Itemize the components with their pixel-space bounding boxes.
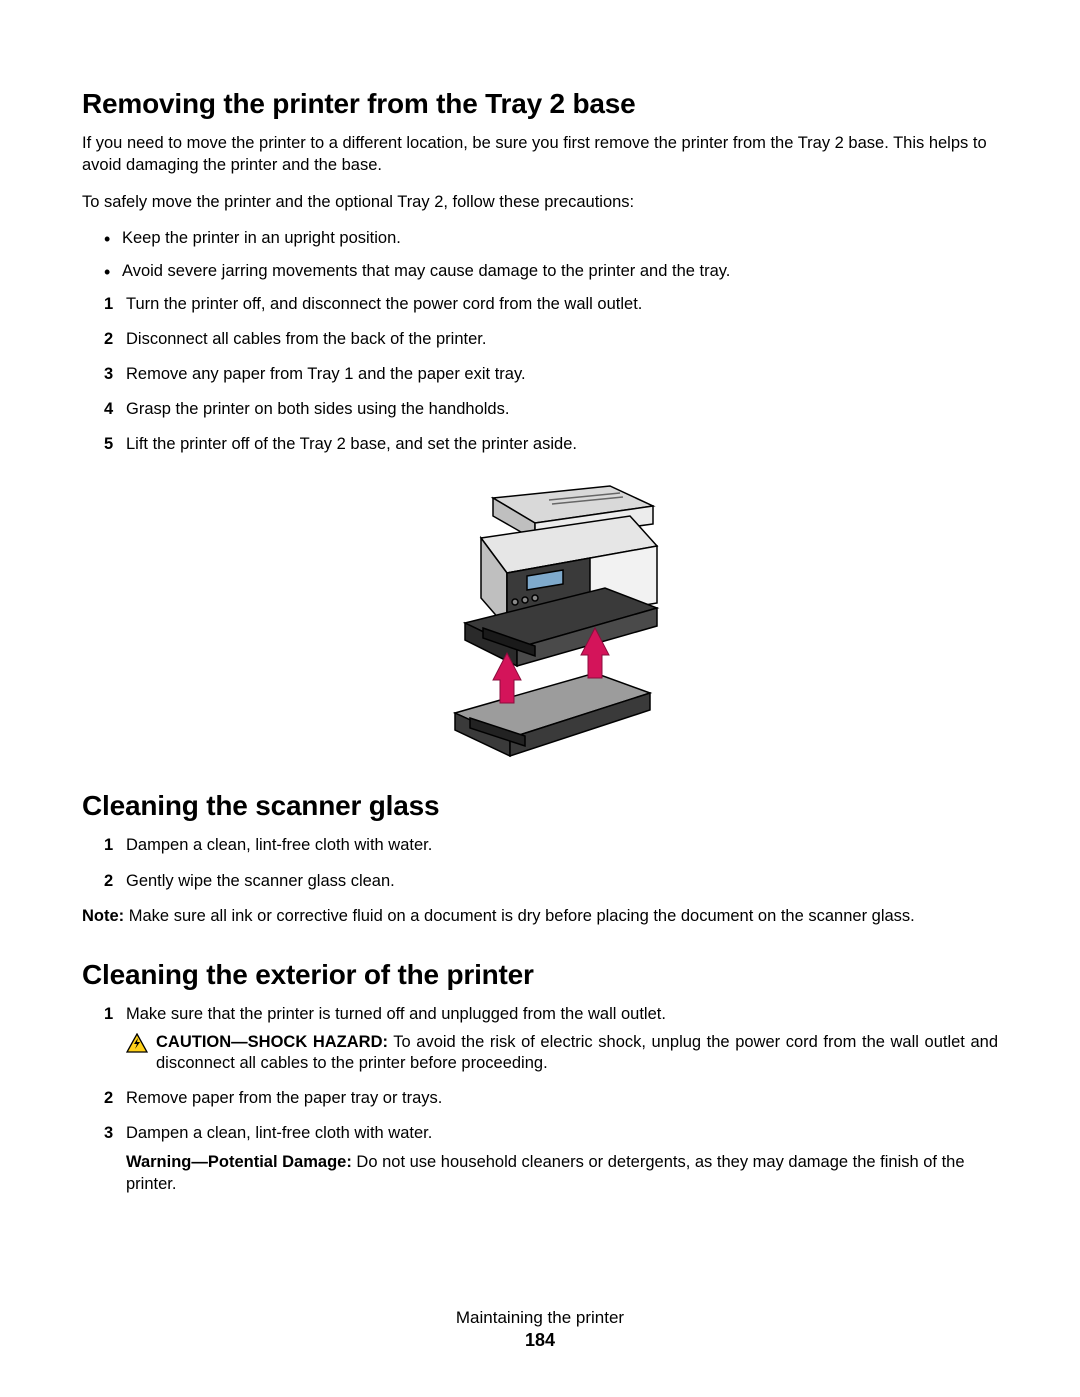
list-item: Keep the printer in an upright position. xyxy=(104,227,998,250)
printer-body-icon xyxy=(465,486,657,666)
list-item: Turn the printer off, and disconnect the… xyxy=(104,293,998,316)
caution-label: CAUTION—SHOCK HAZARD: xyxy=(156,1033,388,1051)
list-item: Avoid severe jarring movements that may … xyxy=(104,260,998,283)
list-item: Lift the printer off of the Tray 2 base,… xyxy=(104,433,998,456)
section1-bullets: Keep the printer in an upright position.… xyxy=(104,227,998,283)
step-text: Make sure that the printer is turned off… xyxy=(126,1005,666,1023)
note-label: Note: xyxy=(82,907,124,925)
section3-heading: Cleaning the exterior of the printer xyxy=(82,959,998,991)
list-item: Disconnect all cables from the back of t… xyxy=(104,328,998,351)
list-item: Remove paper from the paper tray or tray… xyxy=(104,1087,998,1110)
list-item: Dampen a clean, lint-free cloth with wat… xyxy=(104,834,998,857)
list-item: Gently wipe the scanner glass clean. xyxy=(104,870,998,893)
section1-heading: Removing the printer from the Tray 2 bas… xyxy=(82,88,998,120)
tray2-base-icon xyxy=(455,673,650,756)
list-item: Make sure that the printer is turned off… xyxy=(104,1003,998,1075)
warning-block: Warning—Potential Damage: Do not use hou… xyxy=(126,1151,998,1196)
printer-illustration xyxy=(395,468,685,758)
list-item: Dampen a clean, lint-free cloth with wat… xyxy=(104,1122,998,1196)
section2-heading: Cleaning the scanner glass xyxy=(82,790,998,822)
section2-note: Note: Make sure all ink or corrective fl… xyxy=(82,905,998,927)
footer-page-number: 184 xyxy=(0,1330,1080,1351)
step-text: Dampen a clean, lint-free cloth with wat… xyxy=(126,1124,432,1142)
warning-label: Warning—Potential Damage: xyxy=(126,1153,352,1171)
section2-steps: Dampen a clean, lint-free cloth with wat… xyxy=(104,834,998,892)
section3-steps: Make sure that the printer is turned off… xyxy=(104,1003,998,1196)
caution-block: CAUTION—SHOCK HAZARD: To avoid the risk … xyxy=(126,1032,998,1075)
section1-steps: Turn the printer off, and disconnect the… xyxy=(104,293,998,456)
section1-precautions-lead: To safely move the printer and the optio… xyxy=(82,191,998,213)
list-item: Remove any paper from Tray 1 and the pap… xyxy=(104,363,998,386)
caution-text-wrap: CAUTION—SHOCK HAZARD: To avoid the risk … xyxy=(156,1032,998,1075)
shock-hazard-icon xyxy=(126,1033,148,1053)
footer-chapter: Maintaining the printer xyxy=(0,1308,1080,1328)
page-footer: Maintaining the printer 184 xyxy=(0,1308,1080,1351)
note-text: Make sure all ink or corrective fluid on… xyxy=(124,907,915,925)
list-item: Grasp the printer on both sides using th… xyxy=(104,398,998,421)
section1-intro: If you need to move the printer to a dif… xyxy=(82,132,998,177)
